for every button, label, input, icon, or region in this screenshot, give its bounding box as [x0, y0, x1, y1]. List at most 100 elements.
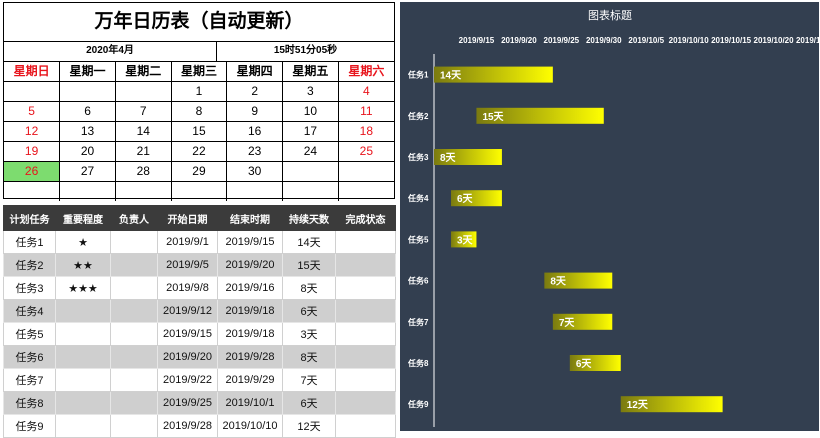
table-row[interactable]: 任务1 ★ 2019/9/1 2019/9/15 14天: [3, 230, 396, 254]
calendar-day-cell[interactable]: 14: [114, 121, 172, 142]
task-name[interactable]: 任务7: [3, 368, 56, 392]
importance-stars[interactable]: [55, 391, 111, 415]
calendar-day-cell[interactable]: [114, 181, 172, 201]
owner-cell[interactable]: [110, 276, 158, 300]
table-row[interactable]: 任务2 ★★ 2019/9/5 2019/9/20 15天: [3, 253, 396, 277]
calendar-day-cell[interactable]: 27: [59, 161, 116, 182]
calendar-day-cell[interactable]: [170, 181, 228, 201]
calendar-day-cell[interactable]: 15: [170, 121, 228, 142]
calendar-day-cell[interactable]: 1: [170, 81, 228, 102]
end-date[interactable]: 2019/9/18: [217, 322, 283, 346]
start-date[interactable]: 2019/9/25: [157, 391, 218, 415]
importance-stars[interactable]: [55, 368, 111, 392]
calendar-day-cell[interactable]: 28: [114, 161, 172, 182]
task-name[interactable]: 任务4: [3, 299, 56, 323]
end-date[interactable]: 2019/9/15: [217, 230, 283, 254]
calendar-day-cell[interactable]: 26: [4, 161, 61, 182]
calendar-day-cell[interactable]: 22: [170, 141, 228, 162]
table-row[interactable]: 任务9 2019/9/28 2019/10/10 12天: [3, 414, 396, 438]
calendar-day-cell[interactable]: 23: [226, 141, 284, 162]
table-row[interactable]: 任务6 2019/9/20 2019/9/28 8天: [3, 345, 396, 369]
start-date[interactable]: 2019/9/15: [157, 322, 218, 346]
duration[interactable]: 3天: [282, 322, 336, 346]
calendar-day-cell[interactable]: [282, 181, 339, 201]
calendar-day-cell[interactable]: 2: [226, 81, 284, 102]
calendar-day-cell[interactable]: 16: [226, 121, 284, 142]
calendar-day-cell[interactable]: 25: [337, 141, 394, 162]
task-name[interactable]: 任务3: [3, 276, 56, 300]
calendar-day-cell[interactable]: [337, 161, 394, 182]
table-row[interactable]: 任务3 ★★★ 2019/9/8 2019/9/16 8天: [3, 276, 396, 300]
importance-stars[interactable]: [55, 322, 111, 346]
calendar-day-cell[interactable]: [226, 181, 284, 201]
start-date[interactable]: 2019/9/20: [157, 345, 218, 369]
end-date[interactable]: 2019/9/28: [217, 345, 283, 369]
duration[interactable]: 14天: [282, 230, 336, 254]
calendar-day-cell[interactable]: 6: [59, 101, 116, 122]
calendar-day-cell[interactable]: 12: [4, 121, 61, 142]
importance-stars[interactable]: ★★★: [55, 276, 111, 300]
start-date[interactable]: 2019/9/22: [157, 368, 218, 392]
status-cell[interactable]: [335, 299, 396, 323]
status-cell[interactable]: [335, 230, 396, 254]
calendar-day-cell[interactable]: [4, 81, 61, 102]
calendar-day-cell[interactable]: 3: [282, 81, 339, 102]
duration[interactable]: 12天: [282, 414, 336, 438]
calendar-day-cell[interactable]: [59, 181, 116, 201]
start-date[interactable]: 2019/9/1: [157, 230, 218, 254]
end-date[interactable]: 2019/10/10: [217, 414, 283, 438]
calendar-day-cell[interactable]: 7: [114, 101, 172, 122]
duration[interactable]: 15天: [282, 253, 336, 277]
calendar-day-cell[interactable]: 8: [170, 101, 228, 122]
calendar-day-cell[interactable]: 5: [4, 101, 61, 122]
end-date[interactable]: 2019/9/20: [217, 253, 283, 277]
duration[interactable]: 6天: [282, 391, 336, 415]
table-row[interactable]: 任务8 2019/9/25 2019/10/1 6天: [3, 391, 396, 415]
end-date[interactable]: 2019/9/18: [217, 299, 283, 323]
start-date[interactable]: 2019/9/5: [157, 253, 218, 277]
task-name[interactable]: 任务9: [3, 414, 56, 438]
start-date[interactable]: 2019/9/28: [157, 414, 218, 438]
importance-stars[interactable]: ★★: [55, 253, 111, 277]
task-name[interactable]: 任务5: [3, 322, 56, 346]
calendar-day-cell[interactable]: 17: [282, 121, 339, 142]
calendar-day-cell[interactable]: 11: [337, 101, 394, 122]
duration[interactable]: 8天: [282, 276, 336, 300]
calendar-day-cell[interactable]: 10: [282, 101, 339, 122]
task-name[interactable]: 任务1: [3, 230, 56, 254]
importance-stars[interactable]: [55, 345, 111, 369]
task-name[interactable]: 任务8: [3, 391, 56, 415]
calendar-day-cell[interactable]: 29: [170, 161, 228, 182]
importance-stars[interactable]: ★: [55, 230, 111, 254]
calendar-day-cell[interactable]: 21: [114, 141, 172, 162]
calendar-day-cell[interactable]: [114, 81, 172, 102]
start-date[interactable]: 2019/9/8: [157, 276, 218, 300]
task-name[interactable]: 任务6: [3, 345, 56, 369]
status-cell[interactable]: [335, 414, 396, 438]
status-cell[interactable]: [335, 368, 396, 392]
owner-cell[interactable]: [110, 391, 158, 415]
calendar-day-cell[interactable]: 30: [226, 161, 284, 182]
table-row[interactable]: 任务7 2019/9/22 2019/9/29 7天: [3, 368, 396, 392]
start-date[interactable]: 2019/9/12: [157, 299, 218, 323]
duration[interactable]: 8天: [282, 345, 336, 369]
calendar-day-cell[interactable]: 19: [4, 141, 61, 162]
owner-cell[interactable]: [110, 253, 158, 277]
calendar-day-cell[interactable]: [4, 181, 61, 201]
end-date[interactable]: 2019/9/16: [217, 276, 283, 300]
status-cell[interactable]: [335, 253, 396, 277]
calendar-day-cell[interactable]: [59, 81, 116, 102]
importance-stars[interactable]: [55, 414, 111, 438]
owner-cell[interactable]: [110, 345, 158, 369]
owner-cell[interactable]: [110, 299, 158, 323]
calendar-day-cell[interactable]: 13: [59, 121, 116, 142]
owner-cell[interactable]: [110, 230, 158, 254]
owner-cell[interactable]: [110, 322, 158, 346]
importance-stars[interactable]: [55, 299, 111, 323]
duration[interactable]: 6天: [282, 299, 336, 323]
task-name[interactable]: 任务2: [3, 253, 56, 277]
calendar-day-cell[interactable]: [282, 161, 339, 182]
end-date[interactable]: 2019/10/1: [217, 391, 283, 415]
calendar-day-cell[interactable]: 4: [337, 81, 394, 102]
status-cell[interactable]: [335, 391, 396, 415]
